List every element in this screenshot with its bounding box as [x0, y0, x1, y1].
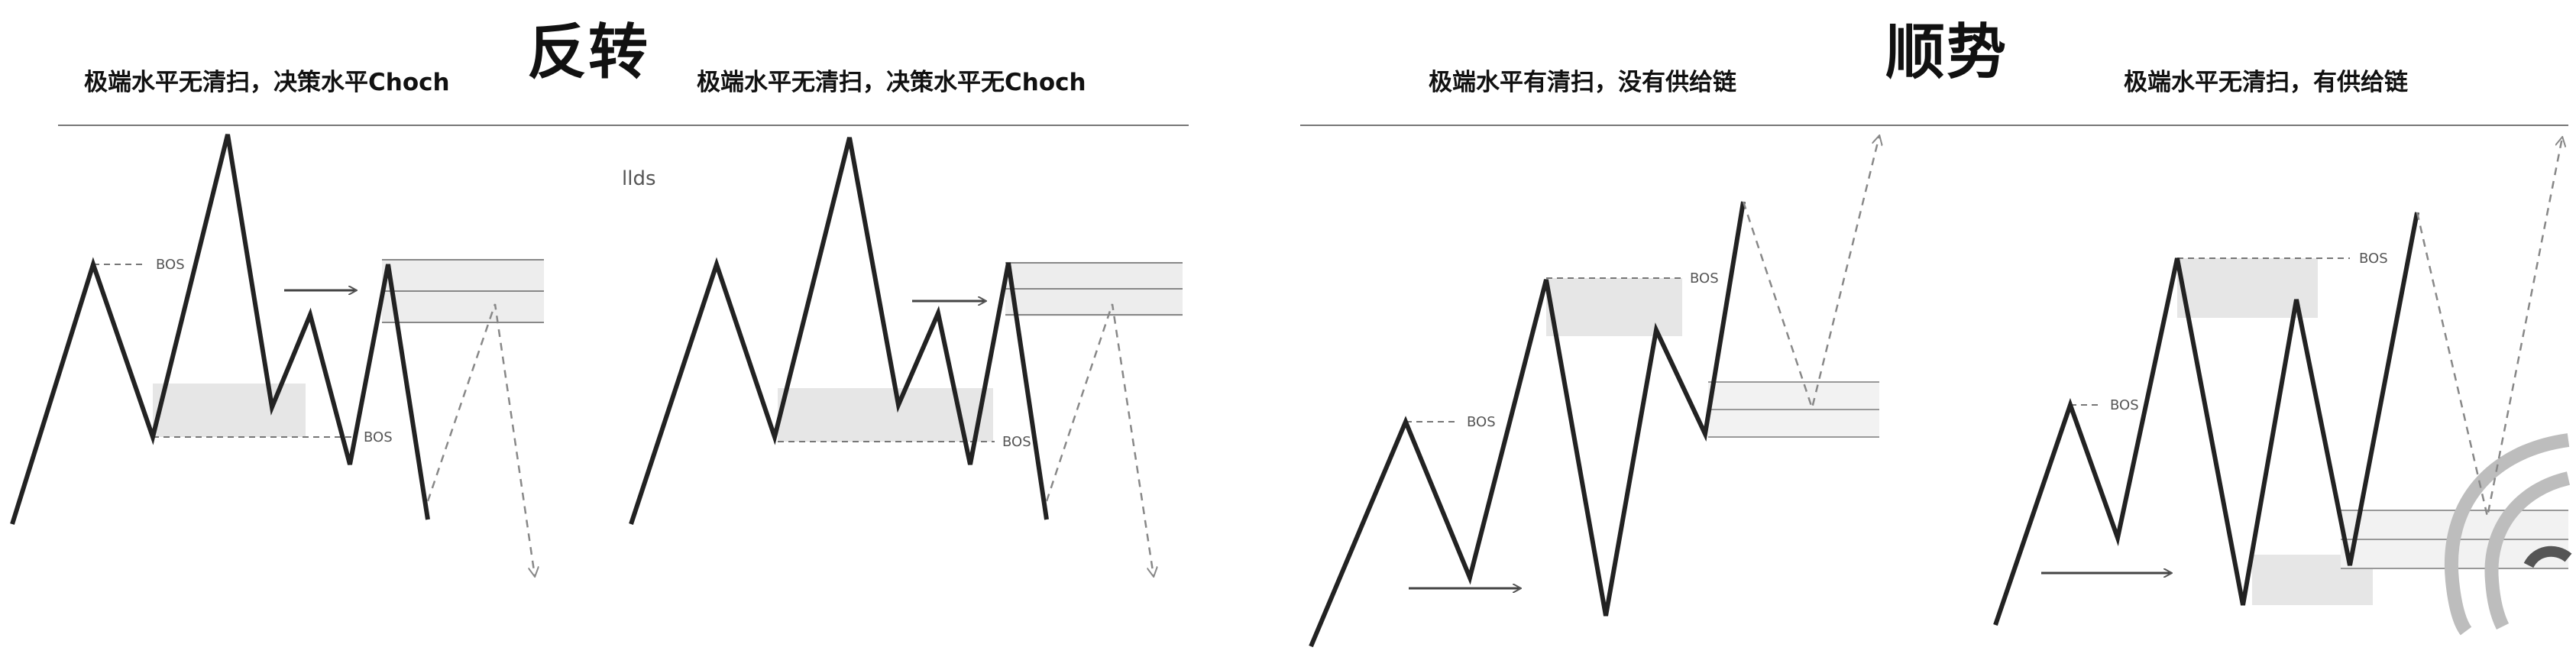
- panel-4-diagram: BOS BOS: [1993, 138, 2572, 636]
- supply-zone: [1005, 262, 1183, 316]
- supply-zone: [382, 259, 544, 323]
- panel-caption-3: 极端水平有清扫，没有供给链: [1429, 69, 1736, 96]
- bos-label: BOS: [2359, 251, 2388, 267]
- stray-text: llds: [622, 167, 656, 190]
- divider-right: [1300, 125, 2568, 126]
- panel-2-diagram: llds BOS: [622, 137, 1183, 576]
- panel-3-diagram: BOS BOS: [1309, 136, 1879, 648]
- bos-label: BOS: [156, 257, 185, 273]
- projected-path: [1742, 136, 1879, 412]
- projected-path: [2416, 138, 2562, 517]
- panel-caption-4: 极端水平无清扫，有供给链: [2124, 69, 2408, 96]
- price-path: [629, 137, 1049, 525]
- watermark-logo: [2444, 433, 2572, 636]
- projected-path: [426, 303, 535, 576]
- price-path: [1993, 212, 2419, 626]
- demand-zone-lines: [1708, 381, 1879, 438]
- price-path: [10, 134, 430, 525]
- demand-zone: [153, 384, 306, 437]
- bos-label: BOS: [1002, 434, 1031, 450]
- divider-left: [58, 125, 1189, 126]
- supply-zone-upper: [1546, 278, 1682, 336]
- bos-label: BOS: [364, 429, 393, 445]
- bos-label: BOS: [1690, 270, 1719, 287]
- panel-1-diagram: BOS BOS: [10, 134, 544, 576]
- bos-label: BOS: [1467, 414, 1496, 430]
- price-path: [1309, 201, 1746, 648]
- section-title-trend: 顺势: [1885, 18, 2008, 87]
- section-title-reversal: 反转: [527, 18, 650, 87]
- bos-label: BOS: [2110, 397, 2139, 413]
- panel-caption-2: 极端水平无清扫，决策水平无Choch: [697, 69, 1086, 96]
- projected-path: [1045, 303, 1154, 576]
- panel-caption-1: 极端水平无清扫，决策水平Choch: [84, 69, 450, 96]
